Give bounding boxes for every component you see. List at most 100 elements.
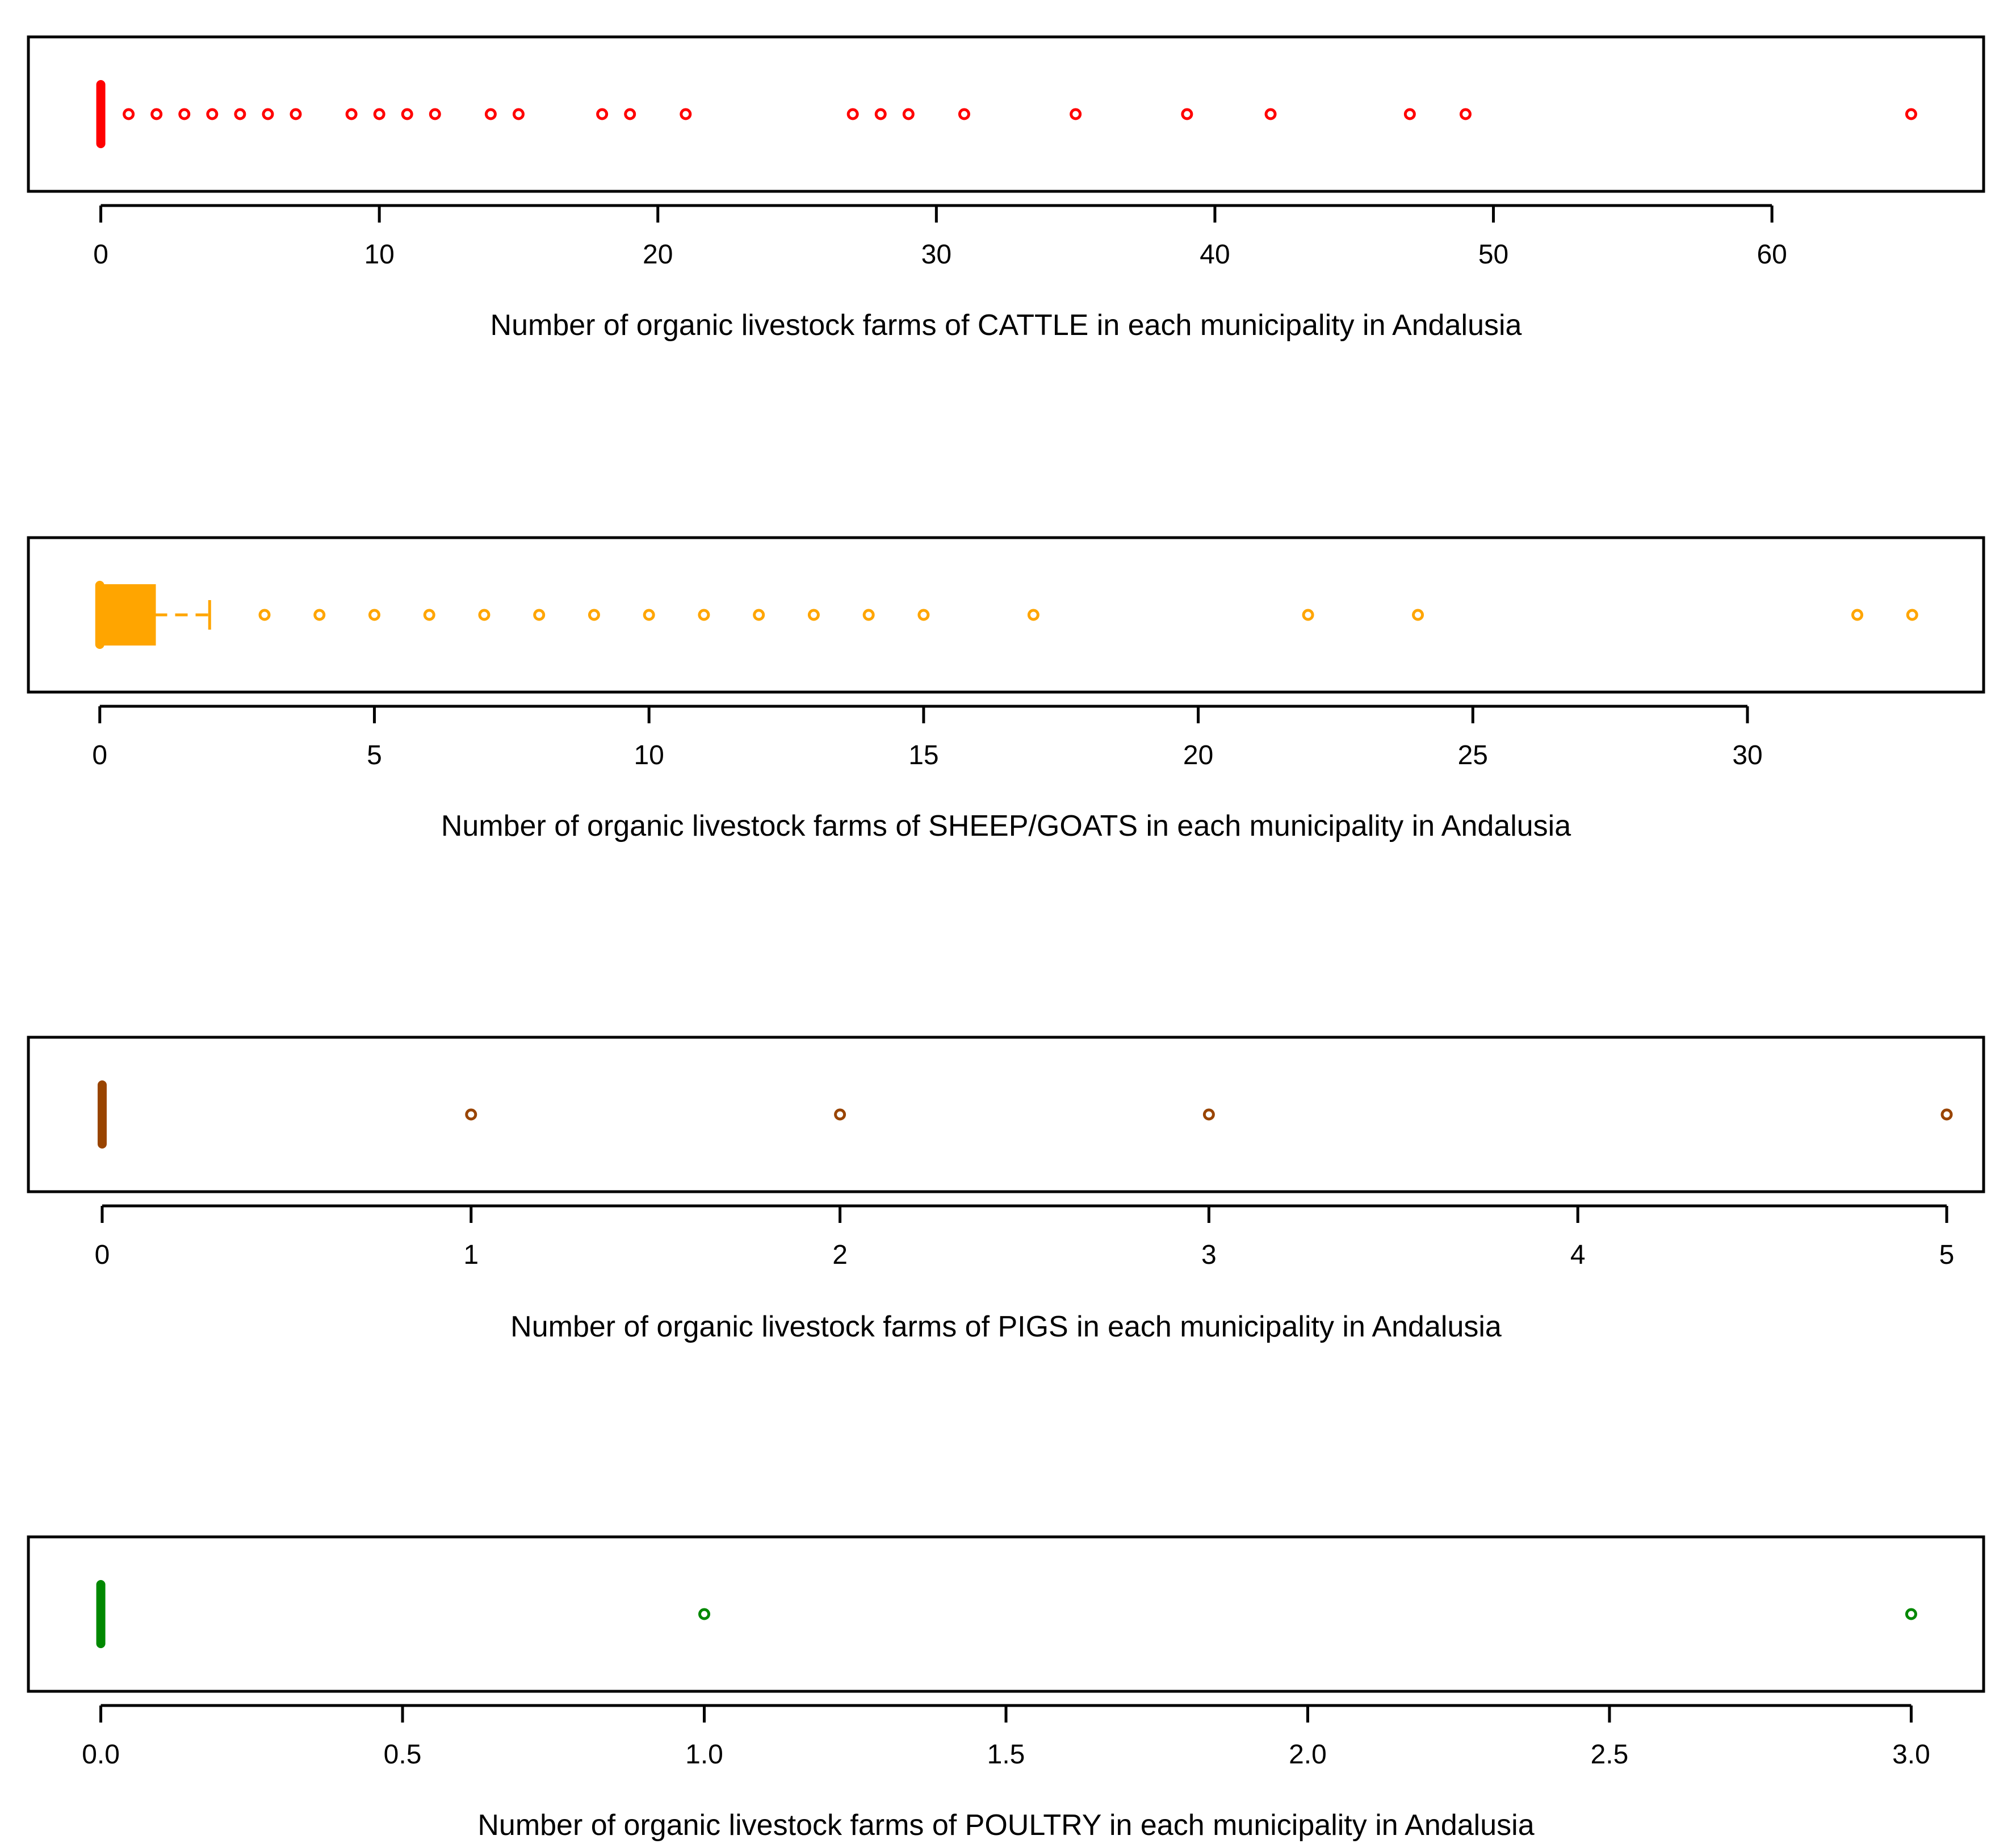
outlier-point bbox=[807, 609, 820, 621]
outlier-point bbox=[512, 108, 525, 120]
x-tick-label: 0 bbox=[92, 740, 107, 770]
outlier-point bbox=[533, 609, 546, 621]
panel-poultry: 0.0 0.5 1.0 1.5 2.0 2.5 3.0 Number of organic … bbox=[27, 1535, 1985, 1842]
outlier-series-sheep-goats bbox=[258, 609, 1918, 621]
plot-frame bbox=[27, 1036, 1985, 1193]
outlier-point bbox=[178, 108, 191, 120]
x-tick-label: 50 bbox=[1478, 240, 1508, 270]
outlier-point bbox=[1264, 108, 1277, 120]
x-tick-label: 1.0 bbox=[685, 1740, 723, 1770]
x-tick-label: 0 bbox=[95, 1240, 110, 1270]
x-tick-label: 0.5 bbox=[384, 1740, 422, 1770]
outlier-point bbox=[1851, 609, 1863, 621]
x-axis-ticks bbox=[99, 1705, 1913, 1723]
x-tick-label: 10 bbox=[364, 240, 394, 270]
x-axis-tick-labels: 0 10 20 30 40 50 60 bbox=[93, 240, 1787, 270]
outlier-point bbox=[484, 108, 497, 120]
x-axis-tick-labels: 0.0 0.5 1.0 1.5 2.0 2.5 3.0 bbox=[82, 1740, 1930, 1770]
x-axis-title: Number of organic livestock farms of PIG… bbox=[510, 1310, 1502, 1343]
panel-cattle: 0 10 20 30 40 50 60 Number of organic livestoc… bbox=[27, 35, 1985, 342]
plot-frame bbox=[27, 536, 1985, 694]
outlier-point bbox=[313, 609, 326, 621]
outlier-point bbox=[123, 108, 135, 120]
outlier-point bbox=[1905, 1608, 1917, 1620]
outlier-point bbox=[1940, 1108, 1953, 1121]
outlier-point bbox=[150, 108, 163, 120]
x-axis-ticks bbox=[99, 206, 1774, 223]
outlier-point bbox=[262, 108, 274, 120]
x-tick-label: 15 bbox=[908, 740, 938, 770]
x-tick-label: 2 bbox=[832, 1240, 848, 1270]
panel-sheep-goats: 0 5 10 15 20 25 30 Number of organic livestock… bbox=[27, 536, 1985, 843]
outlier-point bbox=[1905, 108, 1917, 120]
outlier-point bbox=[1070, 108, 1082, 120]
outlier-series-pigs bbox=[465, 1108, 1953, 1121]
outlier-point bbox=[373, 108, 385, 120]
x-axis-tick-labels: 0 1 2 3 4 5 bbox=[95, 1240, 1955, 1270]
outlier-point bbox=[345, 108, 358, 120]
x-axis-title: Number of organic livestock farms of SHE… bbox=[441, 810, 1571, 843]
outlier-point bbox=[1027, 609, 1039, 621]
outlier-point bbox=[596, 108, 609, 120]
x-tick-label: 1.5 bbox=[987, 1740, 1025, 1770]
outlier-point bbox=[1906, 609, 1918, 621]
outlier-point bbox=[1403, 108, 1416, 120]
outlier-point bbox=[902, 108, 915, 120]
x-tick-label: 20 bbox=[1183, 740, 1213, 770]
x-tick-label: 60 bbox=[1757, 240, 1787, 270]
outlier-point bbox=[917, 609, 930, 621]
outlier-point bbox=[834, 1108, 846, 1121]
x-tick-label: 5 bbox=[1939, 1240, 1955, 1270]
outlier-point bbox=[258, 609, 271, 621]
x-axis-ticks bbox=[98, 706, 1749, 723]
plot-frame bbox=[27, 1535, 1985, 1693]
x-tick-label: 25 bbox=[1458, 740, 1488, 770]
x-axis-title: Number of organic livestock farms of CAT… bbox=[491, 309, 1522, 342]
panel-pigs: 0 1 2 3 4 5 Number of organic livestock farms… bbox=[27, 1036, 1985, 1343]
outlier-point bbox=[680, 108, 692, 120]
x-tick-label: 20 bbox=[643, 240, 673, 270]
outlier-point bbox=[401, 108, 413, 120]
outlier-point bbox=[465, 1108, 477, 1121]
outlier-point bbox=[874, 108, 887, 120]
outlier-point bbox=[698, 1608, 711, 1620]
x-tick-label: 2.5 bbox=[1591, 1740, 1629, 1770]
outlier-point bbox=[478, 609, 491, 621]
outlier-point bbox=[698, 609, 710, 621]
x-tick-label: 4 bbox=[1570, 1240, 1586, 1270]
outlier-point bbox=[1302, 609, 1314, 621]
outlier-point bbox=[958, 108, 970, 120]
x-axis-tick-labels: 0 5 10 15 20 25 30 bbox=[92, 740, 1762, 770]
outlier-point bbox=[1412, 609, 1424, 621]
x-tick-label: 30 bbox=[1732, 740, 1762, 770]
outlier-point bbox=[753, 609, 765, 621]
x-tick-label: 30 bbox=[921, 240, 951, 270]
x-tick-label: 0.0 bbox=[82, 1740, 120, 1770]
outlier-point bbox=[290, 108, 302, 120]
x-axis-ticks bbox=[100, 1206, 1948, 1223]
outlier-point bbox=[1202, 1108, 1215, 1121]
plot-frame bbox=[27, 35, 1985, 193]
x-tick-label: 10 bbox=[634, 740, 664, 770]
outlier-point bbox=[862, 609, 875, 621]
outlier-point bbox=[206, 108, 219, 120]
outlier-point bbox=[429, 108, 441, 120]
outlier-series-cattle bbox=[123, 108, 1917, 120]
x-tick-label: 3 bbox=[1201, 1240, 1217, 1270]
outlier-point bbox=[234, 108, 246, 120]
x-tick-label: 2.0 bbox=[1289, 1740, 1327, 1770]
outlier-point bbox=[624, 108, 636, 120]
outlier-point bbox=[1181, 108, 1193, 120]
x-tick-label: 40 bbox=[1200, 240, 1230, 270]
x-axis-title: Number of organic livestock farms of POU… bbox=[477, 1809, 1534, 1842]
outlier-point bbox=[588, 609, 600, 621]
x-tick-label: 1 bbox=[463, 1240, 479, 1270]
x-tick-label: 5 bbox=[367, 740, 382, 770]
outlier-point bbox=[368, 609, 380, 621]
x-tick-label: 0 bbox=[93, 240, 108, 270]
box-series-sheep-goats bbox=[95, 581, 211, 649]
outlier-series-poultry bbox=[698, 1608, 1917, 1620]
outlier-point bbox=[846, 108, 859, 120]
iqr-box bbox=[98, 584, 156, 646]
